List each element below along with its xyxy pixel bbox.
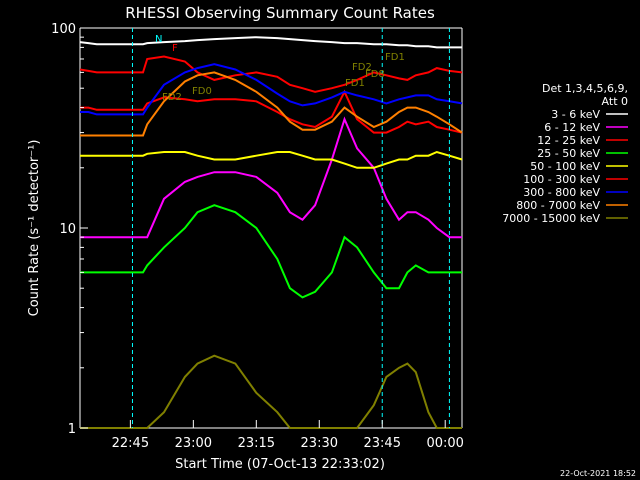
footer-timestamp: 22-Oct-2021 18:52	[560, 469, 636, 478]
x-tick-label-3: 23:15	[238, 436, 275, 451]
series-line-9	[80, 354, 462, 429]
legend-label-8: 800 - 7000 keV	[516, 199, 600, 212]
x-tick-label-2: 23:00	[175, 436, 212, 451]
legend-header-1: Det 1,3,4,5,6,9,	[542, 82, 628, 95]
series-line-3	[79, 55, 463, 93]
x-tick-label-5: 23:45	[364, 436, 401, 451]
legend-label-2: 6 - 12 keV	[544, 121, 600, 134]
annotation-label-8: FD2	[162, 92, 182, 103]
x-tick-label-6: 00:00	[426, 436, 463, 451]
series-layer	[79, 36, 463, 429]
series-line-1	[79, 36, 462, 49]
legend-label-9: 7000 - 15000 keV	[502, 212, 600, 225]
y-ticks: 1 10 100	[51, 22, 88, 437]
legend-label-1: 3 - 6 keV	[551, 108, 600, 121]
legend-header-2: Att 0	[602, 95, 628, 108]
chart-title: RHESSI Observing Summary Count Rates	[125, 4, 435, 22]
annotation-label-6: FD1	[345, 78, 365, 89]
y-tick-label-2: 10	[59, 222, 76, 237]
x-axis-label: Start Time (07-Oct-13 22:33:02)	[175, 457, 385, 472]
y-tick-label-1: 1	[68, 422, 76, 437]
legend-label-3: 12 - 25 keV	[537, 134, 600, 147]
annotation-label-1: N	[155, 34, 162, 45]
annotation-label-5: FD8	[365, 69, 385, 80]
y-axis-label: Count Rate (s⁻¹ detector⁻¹)	[27, 140, 42, 317]
x-ticks: 22:45 23:00 23:15 23:30 23:45 00:00	[112, 420, 464, 451]
x-tick-label-4: 23:30	[301, 436, 338, 451]
annotation-label-2: F	[172, 43, 178, 54]
legend-label-7: 300 - 800 keV	[523, 186, 600, 199]
series-line-5	[80, 150, 463, 169]
series-line-8	[80, 71, 463, 137]
legend-label-6: 100 - 300 keV	[523, 173, 600, 186]
annotation-label-3: FD1	[385, 52, 405, 63]
x-tick-label-1: 22:45	[112, 436, 149, 451]
y-tick-label-3: 100	[51, 22, 76, 37]
series-line-2	[80, 116, 462, 239]
series-line-7	[80, 63, 463, 116]
series-line-4	[80, 204, 462, 299]
annotation-label-4: FD2	[352, 62, 372, 73]
legend-label-5: 50 - 100 keV	[530, 160, 600, 173]
annotation-label-7: FD0	[192, 86, 212, 97]
legend-label-4: 25 - 50 keV	[537, 147, 600, 160]
